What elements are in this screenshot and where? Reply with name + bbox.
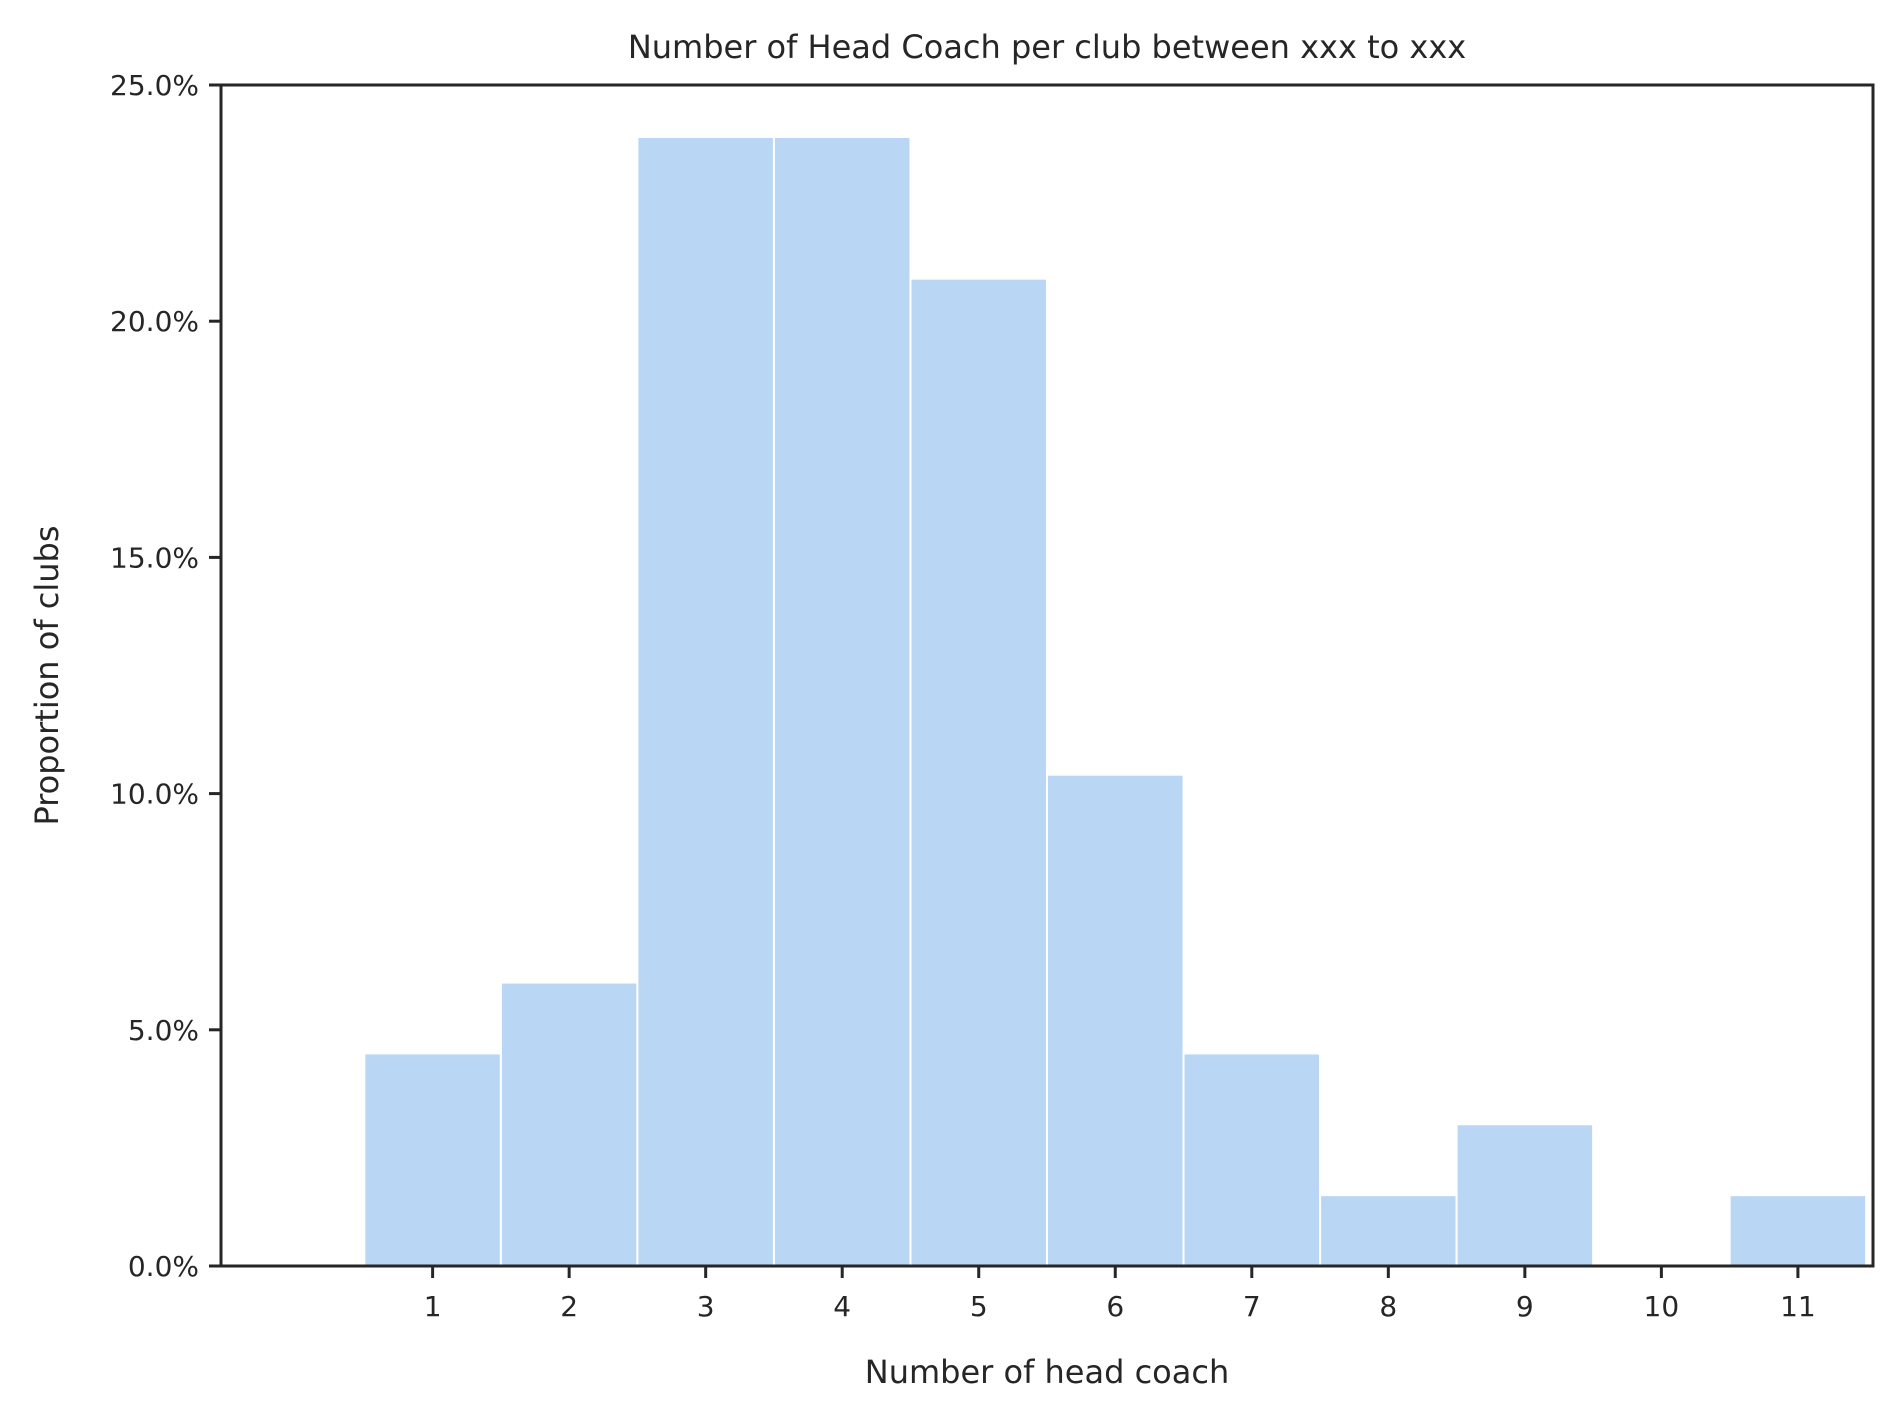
bar-6 — [1046, 773, 1185, 1267]
bar-11 — [1728, 1194, 1868, 1268]
x-tick-label: 7 — [1243, 1290, 1261, 1323]
x-tick-label: 10 — [1644, 1290, 1680, 1323]
x-tick-label: 9 — [1516, 1290, 1534, 1323]
y-axis-title: Proportion of clubs — [28, 525, 66, 825]
bar-9 — [1455, 1123, 1595, 1268]
x-tick-label: 1 — [424, 1290, 442, 1323]
x-tick-label: 2 — [560, 1290, 578, 1323]
x-tick-label: 8 — [1379, 1290, 1397, 1323]
y-tick-label: 10.0% — [110, 778, 199, 811]
bar-2 — [499, 981, 639, 1267]
x-tick-label: 11 — [1780, 1290, 1816, 1323]
bar-7 — [1182, 1052, 1322, 1268]
y-tick-label: 5.0% — [128, 1014, 199, 1047]
y-tick-label: 15.0% — [110, 541, 199, 574]
bar-1 — [363, 1052, 502, 1268]
y-axis-ticks: 0.0% 5.0% 10.0% 15.0% 20.0% 25.0% — [110, 69, 221, 1283]
plot-frame — [219, 83, 1875, 1268]
x-axis-ticks: 1 2 3 4 5 6 7 8 9 10 11 — [424, 1266, 1816, 1323]
bar-3 — [636, 135, 775, 1268]
x-tick-label: 5 — [970, 1290, 988, 1323]
y-tick-label: 25.0% — [110, 69, 199, 102]
axes-layer — [219, 83, 1875, 1268]
chart-title: Number of Head Coach per club between xx… — [628, 28, 1466, 66]
x-tick-label: 4 — [833, 1290, 851, 1323]
bars-layer — [363, 135, 1868, 1268]
y-tick-label: 0.0% — [128, 1250, 199, 1283]
x-axis-title: Number of head coach — [865, 1353, 1229, 1391]
bar-4 — [772, 135, 912, 1268]
bar-8 — [1319, 1194, 1458, 1268]
y-tick-label: 20.0% — [110, 305, 199, 338]
bar-5 — [909, 277, 1048, 1267]
x-tick-label: 6 — [1106, 1290, 1124, 1323]
x-tick-label: 3 — [697, 1290, 715, 1323]
